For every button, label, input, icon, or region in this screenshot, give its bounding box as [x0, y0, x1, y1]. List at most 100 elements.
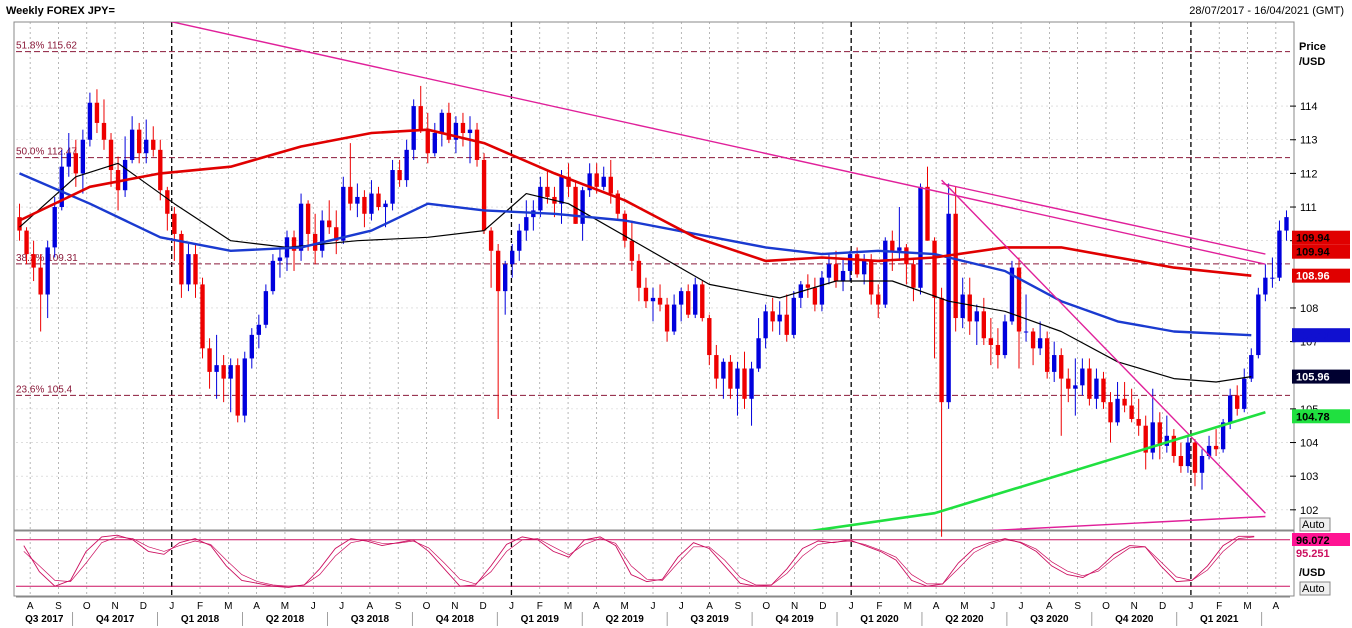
- price-tick-label: 113: [1300, 135, 1318, 147]
- candle-body: [122, 159, 128, 191]
- candle-body: [425, 129, 430, 154]
- price-tag-label: 105.96: [1296, 372, 1330, 384]
- price-tick-label: 108: [1300, 303, 1318, 315]
- candle-body: [179, 233, 184, 285]
- candle-body: [1129, 405, 1134, 419]
- candle-body: [1227, 395, 1233, 423]
- month-label: N: [1131, 601, 1138, 612]
- month-label: N: [111, 601, 118, 612]
- candle-body: [1044, 338, 1050, 372]
- ma-black-line: [19, 162, 1252, 383]
- candle-body: [643, 287, 649, 302]
- candle-body: [24, 230, 29, 255]
- quarter-label: Q4 2020: [1115, 614, 1154, 625]
- candle-body: [144, 139, 149, 154]
- candle-body: [249, 334, 254, 359]
- candle-body: [418, 106, 423, 130]
- price-tick-label: 103: [1300, 471, 1318, 483]
- osc-tag-bg: [1292, 533, 1350, 546]
- candle-body: [1185, 442, 1191, 467]
- candle-body: [1002, 321, 1008, 356]
- quarter-label: Q3 2019: [690, 614, 729, 625]
- candle-body: [1192, 442, 1198, 473]
- ma-blue-line: [19, 172, 1252, 337]
- candle-body: [517, 230, 522, 251]
- candle-body: [214, 365, 219, 372]
- candle-body: [1171, 435, 1177, 456]
- candle-body: [66, 153, 71, 167]
- price-tag-bg: [1292, 369, 1350, 384]
- candle-body: [432, 133, 437, 154]
- candle-body: [467, 129, 473, 134]
- candle-body: [510, 250, 515, 265]
- candle-body: [334, 227, 339, 241]
- candle-body: [1037, 338, 1043, 349]
- candle-body: [594, 173, 599, 187]
- osc-auto-button[interactable]: Auto: [1299, 581, 1331, 596]
- candle-body: [545, 186, 550, 197]
- candle-body: [397, 170, 402, 181]
- price-tag-bg: [1292, 244, 1350, 259]
- month-label: O: [1102, 601, 1110, 612]
- candle-body: [439, 112, 445, 134]
- axis-label-price: Price: [1299, 41, 1326, 53]
- candle-body: [453, 122, 459, 140]
- candle-body: [270, 260, 276, 292]
- month-label: A: [1273, 601, 1280, 612]
- price-auto-button[interactable]: Auto: [1299, 517, 1331, 532]
- candle-body: [925, 186, 930, 241]
- candle-body: [320, 220, 325, 251]
- quarter-label: Q4 2019: [775, 614, 814, 625]
- price-tag-bg: [1292, 409, 1350, 424]
- price-tag-bg: [1292, 268, 1350, 283]
- candle-body: [721, 361, 726, 379]
- candle-body: [256, 324, 262, 335]
- price-tag-bg: [1292, 328, 1350, 343]
- candle-body: [1080, 368, 1085, 386]
- candle-body: [883, 240, 888, 305]
- oscillator-plot-area[interactable]: [13, 530, 1295, 597]
- month-label: O: [423, 601, 431, 612]
- fib-label: 50.0% 112.47: [16, 147, 77, 158]
- month-label: J: [679, 601, 684, 612]
- candle-body: [1073, 385, 1078, 389]
- candle-body: [305, 203, 311, 234]
- quarter-label: Q3 2020: [1030, 614, 1069, 625]
- osc-auto-label: Auto: [1302, 583, 1325, 595]
- fib-label: 51.8% 115.62: [16, 41, 77, 52]
- month-label: M: [281, 601, 289, 612]
- candle-body: [1263, 277, 1268, 295]
- candle-body: [1164, 435, 1170, 446]
- month-label: J: [1019, 601, 1024, 612]
- candle-body: [580, 190, 585, 224]
- candle-body: [854, 254, 860, 275]
- candle-body: [1059, 355, 1064, 379]
- candle-body: [1030, 331, 1036, 349]
- candle-body: [861, 260, 867, 275]
- main-plot-area[interactable]: [13, 21, 1295, 531]
- candle-body: [995, 344, 1001, 356]
- candle-body: [73, 153, 79, 174]
- candle-body: [735, 368, 740, 389]
- ma-red-line: [18, 128, 1252, 277]
- candle-body: [742, 368, 747, 399]
- candle-body: [129, 129, 135, 160]
- candle-body: [1213, 445, 1219, 450]
- candle-body: [538, 186, 543, 211]
- candle-body: [390, 170, 395, 204]
- candle-body: [404, 149, 409, 181]
- price-tag-label: 108.96: [1296, 271, 1330, 283]
- candle-body: [911, 264, 916, 288]
- candle-body: [559, 176, 564, 204]
- trendline: [941, 182, 1266, 255]
- candle-body: [298, 203, 304, 251]
- candle-body: [1256, 294, 1261, 356]
- candle-body: [686, 291, 691, 315]
- candle-body: [1242, 378, 1247, 409]
- candle-body: [1157, 422, 1162, 446]
- candle-body: [17, 217, 22, 231]
- quarter-label: Q2 2020: [945, 614, 984, 625]
- candle-body: [488, 230, 494, 251]
